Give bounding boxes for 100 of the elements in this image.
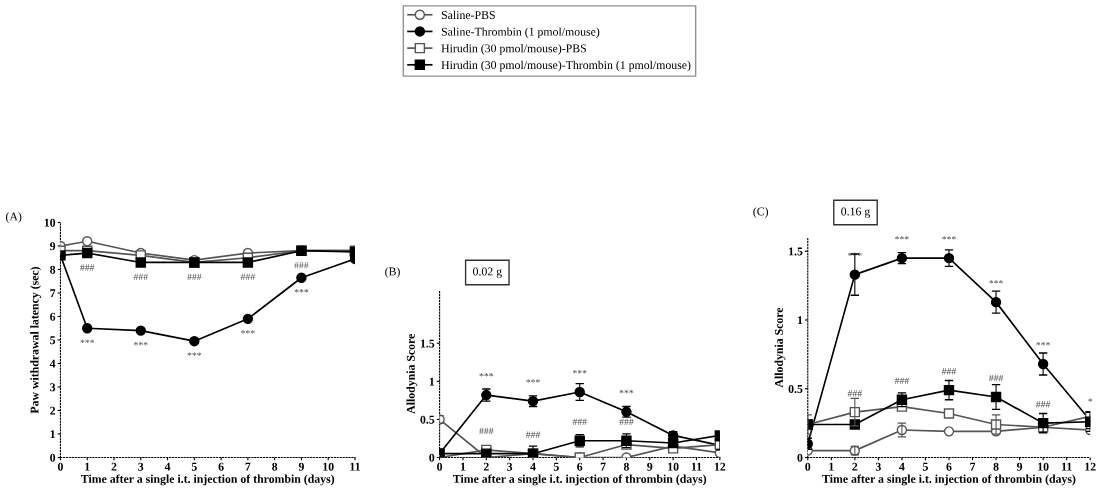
x-tick-label: 10 bbox=[1038, 462, 1049, 471]
y-tick-label: 1.5 bbox=[420, 339, 435, 348]
annotation: ### bbox=[294, 261, 309, 269]
y-tick-label: 0.5 bbox=[420, 415, 435, 424]
x-tick-label: 7 bbox=[245, 462, 251, 471]
annotation: ### bbox=[988, 374, 1004, 382]
x-tick-label: 11 bbox=[691, 462, 702, 471]
x-tick-label: 4 bbox=[899, 462, 905, 471]
x-tick-label: 9 bbox=[647, 462, 653, 471]
y-tick-label: 2 bbox=[50, 406, 56, 415]
x-tick-label: 12 bbox=[1085, 462, 1096, 471]
y-axis-title: Allodynia Score bbox=[774, 307, 786, 388]
x-tick-label: 2 bbox=[111, 462, 117, 471]
legend-label: Saline-Thrombin (1 pmol/mouse) bbox=[441, 27, 600, 39]
annotation: ### bbox=[525, 431, 541, 438]
annotation: *** bbox=[1036, 341, 1050, 346]
x-tick-label: 0 bbox=[437, 462, 443, 471]
y-tick-label: 5 bbox=[50, 336, 56, 345]
x-tick-label: 3 bbox=[138, 462, 144, 471]
y-tick-label: 9 bbox=[50, 242, 56, 251]
x-tick-label: 6 bbox=[577, 462, 583, 471]
annotation: *** bbox=[479, 372, 494, 377]
legend-label: Saline-PBS bbox=[441, 10, 495, 20]
x-tick-label: 10 bbox=[668, 462, 679, 471]
y-tick-label: 0 bbox=[50, 453, 56, 462]
y-tick-label: 0 bbox=[429, 453, 435, 462]
x-tick-label: 5 bbox=[191, 462, 197, 471]
x-tick-label: 12 bbox=[714, 462, 726, 471]
x-tick-label: 1 bbox=[85, 462, 90, 471]
y-tick-label: 1 bbox=[429, 377, 435, 386]
y-tick-label: 1.5 bbox=[789, 247, 803, 256]
chart-title: (C) bbox=[753, 207, 769, 218]
annotation: ### bbox=[1036, 401, 1051, 408]
y-tick-label: 8 bbox=[50, 265, 56, 274]
y-tick-label: 1 bbox=[50, 430, 55, 439]
x-tick-label: 3 bbox=[507, 462, 513, 471]
x-tick-label: 11 bbox=[1062, 462, 1072, 471]
x-tick-label: 4 bbox=[530, 462, 536, 471]
x-tick-label: 0 bbox=[805, 462, 811, 471]
x-axis-title: Time after a single i.t. injection of thrombin (days) bbox=[453, 474, 707, 486]
x-tick-label: 8 bbox=[623, 462, 629, 471]
annotation: ### bbox=[80, 264, 95, 271]
chart-subtitle: 0.02 g bbox=[473, 267, 502, 278]
y-tick-label: 0 bbox=[797, 453, 803, 462]
annotation: ### bbox=[240, 273, 255, 281]
annotation: ### bbox=[572, 418, 587, 426]
x-tick-label: 5 bbox=[553, 462, 559, 471]
x-tick-label: 11 bbox=[350, 462, 360, 471]
annotation: *** bbox=[572, 369, 587, 374]
annotation: *** bbox=[895, 236, 909, 240]
chart-title: (A) bbox=[6, 212, 22, 223]
annotation: *** bbox=[989, 280, 1003, 284]
y-tick-label: 4 bbox=[49, 359, 56, 368]
x-tick-label: 5 bbox=[922, 462, 928, 471]
x-tick-label: 9 bbox=[298, 462, 304, 471]
annotation: *** bbox=[187, 352, 202, 356]
annotation: *** bbox=[80, 339, 95, 344]
x-tick-label: 6 bbox=[218, 462, 224, 471]
annotation: ### bbox=[133, 273, 148, 281]
annotation: * bbox=[1088, 398, 1093, 402]
annotation: ### bbox=[479, 427, 494, 435]
y-tick-label: 6 bbox=[50, 312, 56, 321]
x-tick-label: 8 bbox=[993, 462, 999, 471]
x-tick-label: 9 bbox=[1016, 462, 1023, 471]
y-tick-label: 7 bbox=[50, 289, 56, 298]
y-tick-label: 3 bbox=[50, 383, 56, 392]
x-tick-label: 2 bbox=[852, 462, 858, 471]
y-axis-title: Paw withdrawal latency (sec) bbox=[30, 266, 41, 414]
legend-label: Hirudin (30 pmol/mouse)-Thrombin (1 pmol/mouse) bbox=[441, 60, 691, 72]
annotation: *** bbox=[294, 288, 309, 293]
x-tick-label: 1 bbox=[829, 462, 834, 471]
x-tick-label: 1 bbox=[460, 462, 466, 471]
x-tick-label: 7 bbox=[970, 462, 976, 471]
annotation: ### bbox=[847, 390, 862, 397]
y-axis-title: Allodynia Score bbox=[406, 333, 418, 414]
x-axis-title: Time after a single i.t. injection of thrombin (days) bbox=[80, 474, 335, 486]
annotation: ### bbox=[894, 377, 910, 385]
x-tick-label: 10 bbox=[323, 462, 334, 471]
x-tick-label: 8 bbox=[272, 462, 278, 471]
x-tick-label: 3 bbox=[875, 462, 881, 471]
x-tick-label: 0 bbox=[57, 462, 63, 471]
annotation: ### bbox=[187, 273, 202, 281]
annotation: *** bbox=[526, 379, 540, 383]
chart-title: (B) bbox=[385, 267, 400, 278]
x-axis-title: Time after a single i.t. injection of thrombin (days) bbox=[822, 474, 1076, 486]
y-tick-label: 1 bbox=[797, 316, 803, 325]
x-tick-label: 6 bbox=[946, 462, 952, 471]
chart-subtitle: 0.16 g bbox=[841, 207, 871, 218]
annotation: *** bbox=[619, 389, 634, 394]
annotation: ### bbox=[619, 418, 634, 426]
annotation: *** bbox=[241, 330, 255, 334]
y-tick-label: 0.5 bbox=[788, 385, 803, 394]
annotation: *** bbox=[942, 236, 956, 240]
annotation: ### bbox=[941, 368, 957, 375]
x-tick-label: 7 bbox=[600, 462, 606, 471]
x-tick-label: 2 bbox=[483, 462, 489, 471]
annotation: *** bbox=[133, 341, 148, 346]
legend-label: Hirudin (30 pmol/mouse)-PBS bbox=[441, 44, 586, 55]
y-tick-label: 10 bbox=[44, 218, 56, 227]
x-tick-label: 4 bbox=[164, 462, 171, 471]
